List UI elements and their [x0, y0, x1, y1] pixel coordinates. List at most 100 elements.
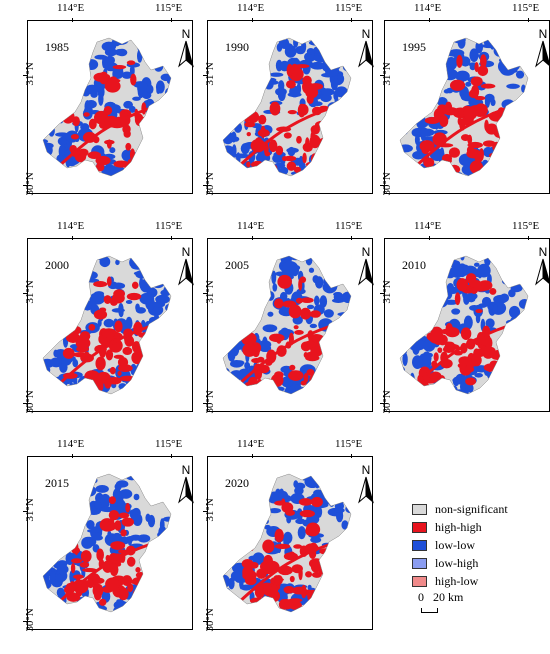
cluster-patch	[118, 512, 130, 519]
year-label: 2000	[45, 258, 69, 272]
cluster-patch	[96, 548, 104, 562]
lon-label-right: 115°E	[335, 2, 363, 14]
cluster-patch	[305, 526, 313, 536]
cluster-patch	[112, 65, 127, 70]
cluster-patch	[283, 531, 293, 544]
cluster-patch	[84, 38, 93, 52]
cluster-patch	[278, 599, 294, 610]
cluster-patch	[242, 565, 254, 580]
cluster-patch	[233, 570, 245, 583]
cluster-patch	[82, 256, 94, 259]
lon-label-right: 115°E	[335, 220, 363, 232]
lisa-cluster-map	[42, 473, 172, 613]
cluster-patch	[493, 256, 505, 265]
cluster-patch	[329, 278, 338, 291]
cluster-patch	[490, 161, 499, 173]
cluster-patch	[409, 372, 415, 387]
cluster-patch	[49, 571, 57, 585]
cluster-patch	[229, 359, 244, 368]
cluster-patch	[291, 564, 303, 574]
cluster-patch	[223, 574, 231, 588]
cluster-patch	[512, 258, 521, 271]
cluster-patch	[141, 381, 149, 394]
cluster-patch	[85, 292, 90, 297]
cluster-patch	[307, 589, 319, 603]
cluster-patch	[74, 542, 79, 556]
cluster-patch	[454, 292, 461, 306]
cluster-patch	[400, 144, 413, 153]
cluster-patch	[103, 318, 115, 328]
cluster-patch	[345, 504, 351, 514]
cluster-patch	[269, 379, 284, 386]
cluster-patch	[95, 484, 109, 493]
cluster-patch	[451, 308, 461, 315]
cluster-patch	[335, 257, 348, 271]
cluster-patch	[56, 587, 65, 598]
cluster-patch	[93, 291, 105, 297]
cluster-patch	[434, 381, 451, 392]
cluster-patch	[114, 320, 123, 333]
cluster-patch	[466, 145, 475, 154]
legend-item-low-low: low-low	[412, 536, 550, 554]
cluster-patch	[113, 354, 124, 359]
cluster-patch	[315, 506, 323, 518]
cluster-patch	[315, 369, 331, 379]
cluster-patch	[282, 565, 291, 574]
axis-tick	[252, 236, 253, 240]
cluster-patch	[329, 258, 339, 270]
cluster-patch	[281, 377, 293, 388]
year-label: 2015	[45, 476, 69, 490]
cluster-patch	[318, 382, 328, 387]
cluster-patch	[469, 48, 479, 62]
axis-tick	[171, 236, 172, 240]
cluster-patch	[164, 536, 171, 542]
cluster-patch	[474, 103, 488, 117]
cluster-patch	[465, 81, 472, 87]
cluster-patch	[126, 292, 142, 301]
cluster-patch	[298, 386, 313, 394]
axis-tick	[252, 454, 253, 458]
cluster-patch	[80, 380, 89, 385]
cluster-patch	[293, 325, 299, 330]
cluster-patch	[144, 146, 150, 152]
cluster-patch	[496, 155, 510, 162]
legend-label: non-significant	[435, 501, 508, 516]
map-panel-2000: 114°E 115°E 31°N 30°N 2000 N	[23, 218, 194, 414]
cluster-patch	[47, 160, 58, 169]
cluster-patch	[313, 593, 328, 604]
cluster-patch	[155, 546, 160, 557]
cluster-patch	[71, 558, 83, 564]
cluster-patch	[84, 84, 100, 95]
cluster-patch	[337, 321, 351, 330]
cluster-patch	[276, 334, 282, 344]
cluster-patch	[127, 165, 135, 175]
cluster-patch	[257, 129, 270, 137]
cluster-patch	[88, 118, 97, 130]
cluster-patch	[295, 518, 306, 525]
cluster-patch	[304, 51, 316, 62]
cluster-patch	[137, 42, 144, 52]
cluster-patch	[342, 56, 349, 64]
lisa-cluster-map	[222, 255, 352, 395]
cluster-patch	[456, 278, 469, 292]
lisa-cluster-map	[399, 37, 529, 177]
cluster-patch	[133, 387, 138, 394]
cluster-patch	[99, 71, 109, 85]
svg-text:N: N	[362, 463, 371, 477]
cluster-patch	[465, 377, 477, 386]
cluster-patch	[155, 294, 170, 304]
cluster-patch	[98, 334, 104, 344]
cluster-patch	[289, 575, 295, 583]
cluster-patch	[289, 364, 296, 371]
cluster-patch	[314, 295, 320, 306]
cluster-patch	[164, 58, 171, 67]
cluster-patch	[323, 481, 338, 488]
cluster-patch	[493, 294, 508, 304]
axis-tick	[429, 18, 430, 22]
cluster-patch	[288, 304, 302, 319]
cluster-patch	[265, 481, 274, 487]
cluster-patch	[512, 324, 521, 334]
cluster-patch	[504, 38, 519, 52]
cluster-patch	[274, 298, 284, 309]
cluster-patch	[308, 267, 315, 273]
